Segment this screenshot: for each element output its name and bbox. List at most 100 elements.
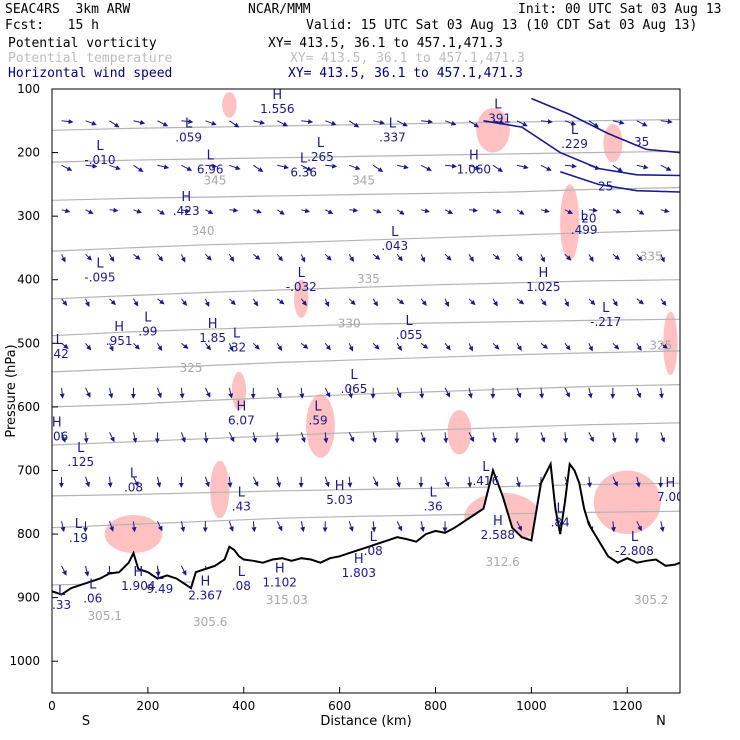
x-tick-label: 1200 [612, 699, 643, 713]
theta-label: 325 [649, 339, 672, 353]
pv-shaded-region [663, 311, 678, 376]
wind-vector [396, 298, 405, 305]
field-xy-wind: XY= 413.5, 36.1 to 457.1,471.3 [288, 66, 523, 81]
extremum-value: .059 [175, 131, 202, 145]
wind-vector [611, 521, 616, 533]
wind-vector [396, 476, 401, 488]
wind-vector [133, 342, 140, 350]
wind-vector [205, 163, 218, 169]
extremum-value: .499 [571, 223, 598, 237]
wind-vector [636, 343, 642, 351]
wind-vector [157, 209, 165, 215]
wind-vector [348, 521, 354, 532]
wind-vector [444, 209, 454, 214]
wind-vector [588, 207, 598, 213]
theta-contour [52, 186, 680, 201]
extremum-value: .08 [124, 480, 143, 494]
wind-vector [443, 432, 449, 444]
wind-vector [660, 432, 666, 443]
extremum-value: .42 [50, 347, 69, 361]
wind-vector [492, 342, 500, 350]
wind-vector [325, 209, 334, 214]
wind-vector [636, 253, 643, 262]
wind-vector [444, 253, 452, 261]
pv-shaded-region [231, 371, 247, 411]
wind-vector [276, 476, 282, 488]
extremum-value: .08 [232, 579, 251, 593]
wind-vector [228, 343, 234, 352]
pv-shaded-region [476, 108, 510, 153]
wind-vector [300, 254, 306, 263]
extremum-marker: H [354, 552, 364, 567]
wind-vector [132, 432, 138, 444]
wind-vector [348, 343, 354, 352]
extremum-marker: L [557, 501, 565, 516]
wind-vector [492, 208, 502, 214]
extremum-value: .19 [69, 531, 88, 545]
extremum-marker: L [207, 148, 215, 163]
extremum-marker: L [429, 485, 437, 500]
pv-shaded-region [104, 514, 163, 554]
wind-vector [300, 432, 306, 443]
wind-vector [204, 298, 210, 307]
wind-vector [420, 164, 432, 171]
extremum-value: .59 [309, 414, 328, 428]
extremum-marker: H [538, 266, 548, 281]
theta-contour [52, 318, 680, 337]
extremum-value: 1.803 [342, 566, 376, 580]
wind-vector [277, 209, 285, 215]
wind-vector [516, 298, 525, 305]
wind-vector [205, 120, 217, 126]
pv-shaded-region [447, 410, 472, 455]
wind-vector [349, 207, 359, 213]
wind-contour-label: 25 [598, 180, 613, 194]
wind-vector [181, 298, 188, 306]
wind-vector [396, 209, 405, 215]
wind-vector [419, 387, 425, 399]
extremum-value: .32 [227, 340, 246, 354]
wind-vector [133, 298, 139, 307]
x-axis-label: Distance (km) [320, 714, 411, 729]
wind-vector [61, 119, 74, 125]
x-tick-label: 1000 [516, 699, 547, 713]
wind-vector [84, 298, 90, 307]
wind-vector [180, 254, 186, 263]
wind-vector [660, 119, 673, 125]
wind-vector [300, 521, 306, 533]
extremum-marker: L [350, 368, 358, 383]
plot-frame [51, 88, 681, 694]
theta-label: 305.6 [193, 615, 227, 629]
extremum-value: -.032 [286, 280, 317, 294]
wind-vector [252, 342, 260, 350]
y-tick-label: 1000 [9, 654, 40, 668]
wind-vector [276, 253, 283, 262]
extremum-marker: H [666, 476, 676, 491]
wind-vector [251, 521, 257, 533]
wind-vector [276, 521, 283, 532]
theta-label: 305.2 [634, 593, 668, 607]
extremum-marker: H [114, 320, 124, 335]
theta-contour [52, 150, 680, 163]
wind-vector [660, 298, 667, 306]
wind-vector [179, 387, 185, 399]
wind-vector [468, 164, 481, 171]
extremum-marker: H [493, 514, 503, 529]
wind-vector [587, 387, 593, 399]
extremum-value: .391 [484, 112, 511, 126]
wind-vector [372, 298, 378, 307]
field-xy-theta: XY= 413.5, 36.1 to 457.1,471.3 [290, 51, 525, 66]
extremum-marker: L [185, 117, 193, 132]
wind-vector [468, 343, 474, 352]
wind-vector [491, 432, 497, 444]
extremum-marker: L [233, 326, 241, 341]
extremum-value: .423 [173, 204, 200, 218]
wind-vector [301, 119, 314, 125]
pv-shaded-region [593, 470, 661, 535]
wind-vector [658, 387, 664, 399]
pv-shaded-region [210, 460, 230, 519]
extremum-value: .265 [307, 150, 334, 164]
field-label-theta: Potential temperature [8, 51, 173, 66]
theta-label: 305.1 [88, 609, 122, 623]
wind-vector [205, 209, 214, 214]
